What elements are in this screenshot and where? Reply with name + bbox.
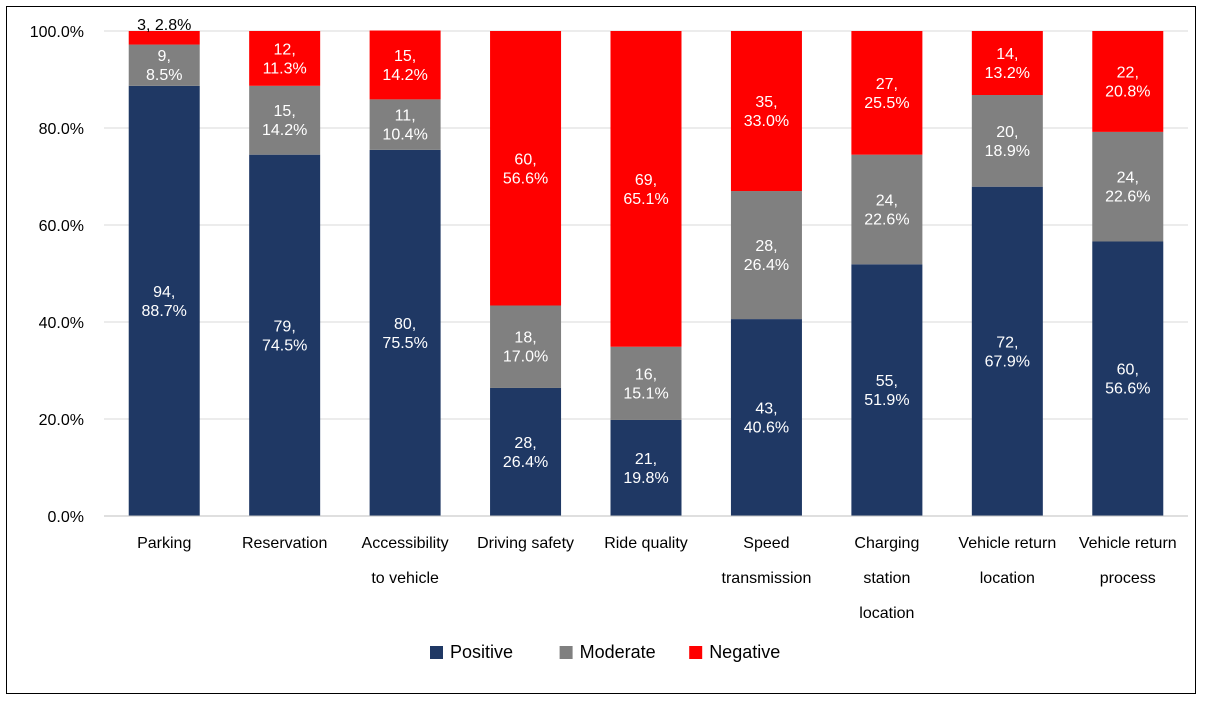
legend-swatch <box>430 646 443 659</box>
bar-moderate <box>851 154 923 265</box>
bar-positive <box>851 264 923 516</box>
legend-label: Positive <box>450 642 513 662</box>
bar-moderate <box>490 305 562 388</box>
x-tick-label: Speed transmission <box>722 535 812 587</box>
legend: Positive Moderate Negative <box>430 642 780 662</box>
bar-positive <box>128 85 200 517</box>
data-label: 79, 74.5% <box>262 318 307 354</box>
legend-label: Moderate <box>580 642 656 662</box>
x-tick-label: Charging station location <box>854 535 919 622</box>
data-label: 20, 18.9% <box>985 124 1030 160</box>
data-label: 12, 11.3% <box>263 41 307 77</box>
y-tick-label: 80.0% <box>39 121 84 138</box>
bar-moderate <box>369 99 441 150</box>
x-tick-label: Ride quality <box>604 535 688 552</box>
bar-negative <box>490 31 562 306</box>
data-label: 14, 13.2% <box>985 46 1030 82</box>
data-label: 15, 14.2% <box>262 103 307 139</box>
data-label: 24, 22.6% <box>1105 170 1150 206</box>
x-tick-label: Vehicle return location <box>958 535 1056 587</box>
bar-negative <box>249 31 321 86</box>
data-label: 22, 20.8% <box>1105 64 1150 100</box>
bar-negative <box>851 31 923 155</box>
legend-swatch <box>689 646 703 659</box>
bar-negative <box>1092 31 1164 132</box>
data-label: 94, 88.7% <box>142 284 187 320</box>
data-label: 27, 25.5% <box>864 76 909 112</box>
data-label: 28, 26.4% <box>744 238 789 274</box>
bar-negative <box>369 30 441 100</box>
y-tick-label: 40.0% <box>39 315 84 332</box>
data-label: 11, 10.4% <box>382 108 427 144</box>
bar-moderate <box>1092 131 1164 242</box>
legend-item-positive: Positive <box>430 642 513 662</box>
x-tick-label: Vehicle return process <box>1079 535 1177 587</box>
x-tick-label: Driving safety <box>477 535 574 552</box>
legend-swatch <box>559 646 573 659</box>
bar-negative <box>730 31 802 192</box>
data-label: 18, 17.0% <box>503 330 548 366</box>
data-label: 60, 56.6% <box>503 151 548 187</box>
y-tick-label: 20.0% <box>39 412 84 429</box>
data-label: 69, 65.1% <box>623 172 668 208</box>
data-label: 72, 67.9% <box>985 334 1030 370</box>
bar-positive <box>1092 241 1164 517</box>
bar-moderate <box>971 95 1043 187</box>
bar-positive <box>490 387 562 516</box>
bar-moderate <box>610 346 682 420</box>
data-label: 16, 15.1% <box>623 366 668 402</box>
data-label: 43, 40.6% <box>744 401 789 437</box>
bar-positive <box>610 419 682 516</box>
bar-negative <box>971 31 1043 96</box>
bars: 94, 88.7% 9, 8.5% 3, 2.8% 79, 74.5% 15, 14.2% 12,… <box>128 17 1164 517</box>
data-label: 3, 2.8% <box>137 17 191 34</box>
data-label: 55, 51.9% <box>864 373 909 409</box>
bar-positive <box>249 154 321 517</box>
x-tick-label: Reservation <box>242 535 327 552</box>
data-label: 35, 33.0% <box>744 94 789 130</box>
data-label: 9, 8.5% <box>146 48 182 84</box>
y-tick-label: 0.0% <box>48 509 84 526</box>
bar-moderate <box>249 85 321 155</box>
y-axis-ticks: 0.0% 20.0% 40.0% 60.0% 80.0% 100.0% <box>30 24 84 526</box>
bar-moderate <box>128 44 200 86</box>
x-axis: Parking Reservation Accessibility to vehicl… <box>104 515 1188 622</box>
x-tick-label: Parking <box>137 535 191 552</box>
bar-positive <box>730 319 802 516</box>
x-tick-label: Accessibility to vehicle <box>362 535 449 587</box>
y-tick-label: 100.0% <box>30 24 84 41</box>
y-tick-label: 60.0% <box>39 218 84 235</box>
bar-negative <box>128 31 200 45</box>
data-label: 60, 56.6% <box>1105 362 1150 398</box>
bar-positive <box>971 186 1043 516</box>
data-label: 24, 22.6% <box>864 192 909 228</box>
bar-negative <box>610 31 682 347</box>
bar-positive <box>369 149 441 516</box>
legend-label: Negative <box>709 642 780 662</box>
data-label: 28, 26.4% <box>503 435 548 471</box>
legend-item-moderate: Moderate <box>559 642 656 662</box>
data-label: 21, 19.8% <box>623 451 668 487</box>
legend-item-negative: Negative <box>689 642 780 662</box>
bar-moderate <box>730 191 802 320</box>
data-label: 15, 14.2% <box>382 48 427 84</box>
data-label: 80, 75.5% <box>382 316 427 352</box>
